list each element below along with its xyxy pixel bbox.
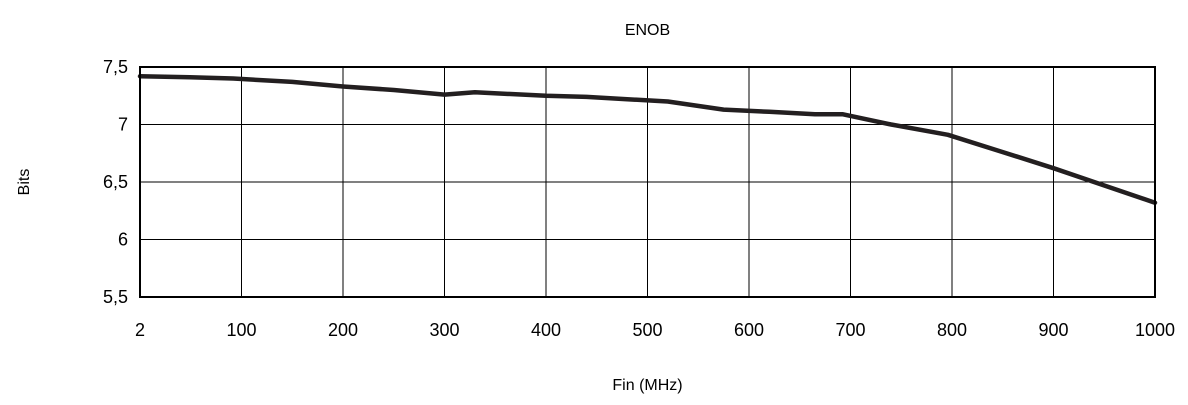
x-tick-label: 300 (429, 320, 459, 340)
x-tick-label: 2 (135, 320, 145, 340)
x-tick-label: 800 (937, 320, 967, 340)
x-tick-label: 100 (226, 320, 256, 340)
x-tick-label: 200 (328, 320, 358, 340)
plot-area-frame (139, 66, 1156, 298)
y-axis-label: Bits (16, 169, 33, 196)
y-tick-label: 5,5 (103, 287, 128, 307)
x-tick-label: 900 (1038, 320, 1068, 340)
series-line (137, 73, 1158, 205)
x-axis-label: Fin (MHz) (612, 377, 682, 394)
x-tick-label: 700 (835, 320, 865, 340)
y-tick-label: 6,5 (103, 172, 128, 192)
x-tick-label: 1000 (1135, 320, 1175, 340)
grid (140, 67, 1155, 297)
chart-title: ENOB (625, 22, 670, 39)
x-tick-label: 500 (632, 320, 662, 340)
x-tick-labels: 2 100 200 300 400 500 600 700 800 900 1000 (135, 320, 1175, 340)
y-tick-label: 7 (118, 115, 128, 135)
y-tick-label: 6 (118, 230, 128, 250)
x-tick-label: 600 (734, 320, 764, 340)
series-layer (137, 73, 1158, 205)
y-tick-labels: 5,5 6 6,5 7 7,5 (103, 57, 128, 307)
y-tick-label: 7,5 (103, 57, 128, 77)
x-tick-label: 400 (531, 320, 561, 340)
